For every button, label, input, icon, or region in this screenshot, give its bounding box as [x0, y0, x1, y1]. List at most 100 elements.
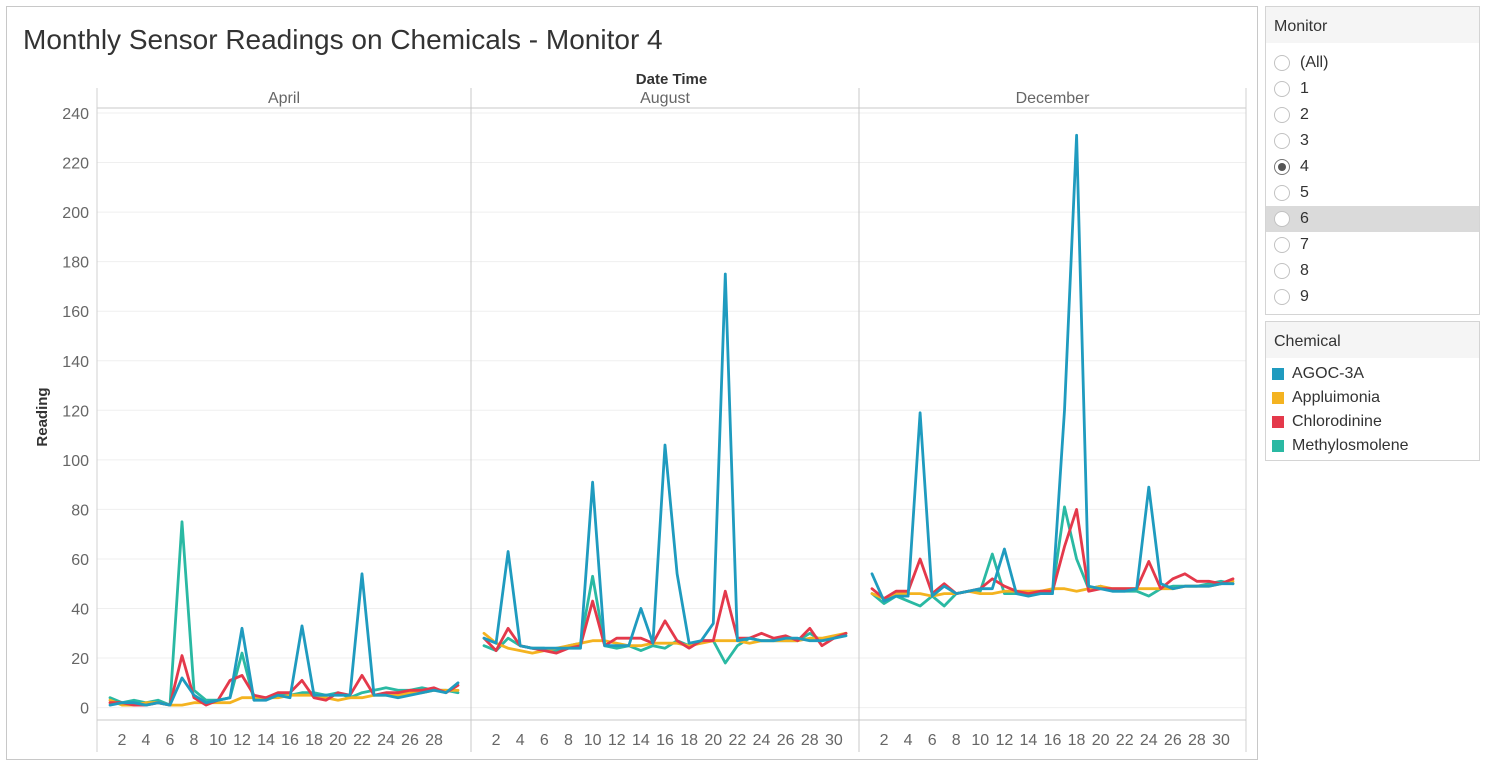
monitor-filter: Monitor (All) 1 2 3 4 5 6 7 8 9 — [1265, 6, 1480, 315]
x-tick-label: 28 — [1188, 732, 1206, 749]
column-header: Date Time — [636, 71, 707, 88]
panel-header-december: December — [1016, 90, 1090, 107]
monitor-option-label: 5 — [1300, 184, 1309, 201]
x-tick-label: 30 — [1212, 732, 1230, 749]
radio-button[interactable] — [1274, 55, 1290, 71]
legend-swatch — [1272, 416, 1284, 428]
chemical-legend-list: AGOC-3A Appluimonia Chlorodinine Methylosmo… — [1266, 358, 1479, 458]
monitor-option-label: 3 — [1300, 132, 1309, 149]
series-line-agoc-3a — [108, 572, 460, 707]
x-tick-label: 22 — [1116, 732, 1134, 749]
monitor-option[interactable]: 9 — [1266, 284, 1479, 310]
legend-item[interactable]: Appluimonia — [1266, 386, 1479, 410]
x-tick-label: 28 — [425, 732, 443, 749]
legend-item[interactable]: Chlorodinine — [1266, 410, 1479, 434]
chemical-legend: Chemical AGOC-3A Appluimonia Chlorodinine M… — [1265, 321, 1480, 461]
legend-swatch — [1272, 440, 1284, 452]
radio-button[interactable] — [1274, 237, 1290, 253]
monitor-option-label: 2 — [1300, 106, 1309, 123]
x-tick-label: 6 — [928, 732, 937, 749]
x-tick-label: 8 — [564, 732, 573, 749]
y-tick-label: 180 — [62, 255, 89, 272]
y-tick-label: 80 — [71, 502, 89, 519]
y-tick-label: 60 — [71, 552, 89, 569]
legend-swatch — [1272, 392, 1284, 404]
radio-button[interactable] — [1274, 133, 1290, 149]
legend-swatch — [1272, 368, 1284, 380]
panel-header-april: April — [268, 90, 300, 107]
monitor-option[interactable]: (All) — [1266, 50, 1479, 76]
y-tick-label: 160 — [62, 304, 89, 321]
radio-button[interactable] — [1274, 289, 1290, 305]
x-tick-label: 30 — [825, 732, 843, 749]
radio-button[interactable] — [1274, 81, 1290, 97]
radio-button[interactable] — [1274, 107, 1290, 123]
series-line-methylosmolene — [108, 520, 460, 707]
x-tick-label: 2 — [118, 732, 127, 749]
monitor-option-label: 6 — [1300, 210, 1309, 227]
radio-button[interactable] — [1274, 159, 1290, 175]
monitor-option[interactable]: 8 — [1266, 258, 1479, 284]
x-tick-label: 28 — [801, 732, 819, 749]
y-tick-label: 0 — [80, 701, 89, 718]
y-tick-label: 220 — [62, 156, 89, 173]
chemical-legend-title: Chemical — [1266, 322, 1479, 358]
x-tick-label: 6 — [540, 732, 549, 749]
monitor-option-label: 7 — [1300, 236, 1309, 253]
x-tick-label: 4 — [516, 732, 525, 749]
x-tick-label: 14 — [632, 732, 650, 749]
x-tick-label: 18 — [1068, 732, 1086, 749]
monitor-option[interactable]: 7 — [1266, 232, 1479, 258]
monitor-option[interactable]: 6 — [1266, 206, 1479, 232]
monitor-option[interactable]: 5 — [1266, 180, 1479, 206]
x-tick-label: 24 — [753, 732, 771, 749]
series-line-agoc-3a — [870, 133, 1235, 603]
y-tick-label: 20 — [71, 651, 89, 668]
x-tick-label: 20 — [704, 732, 722, 749]
legend-item[interactable]: AGOC-3A — [1266, 362, 1479, 386]
x-tick-label: 18 — [680, 732, 698, 749]
x-tick-label: 6 — [166, 732, 175, 749]
chart-title: Monthly Sensor Readings on Chemicals - M… — [23, 24, 663, 55]
y-tick-label: 240 — [62, 106, 89, 123]
x-tick-label: 16 — [281, 732, 299, 749]
radio-button[interactable] — [1274, 211, 1290, 227]
y-tick-label: 100 — [62, 453, 89, 470]
x-tick-label: 18 — [305, 732, 323, 749]
monitor-option[interactable]: 1 — [1266, 76, 1479, 102]
x-tick-label: 26 — [1164, 732, 1182, 749]
monitor-option-label: 8 — [1300, 262, 1309, 279]
legend-item[interactable]: Methylosmolene — [1266, 434, 1479, 458]
monitor-option[interactable]: 4 — [1266, 154, 1479, 180]
radio-button[interactable] — [1274, 185, 1290, 201]
x-tick-label: 8 — [190, 732, 199, 749]
x-tick-label: 22 — [353, 732, 371, 749]
x-tick-label: 20 — [329, 732, 347, 749]
x-tick-label: 4 — [142, 732, 151, 749]
x-tick-label: 14 — [257, 732, 275, 749]
monitor-option[interactable]: 3 — [1266, 128, 1479, 154]
x-tick-label: 14 — [1020, 732, 1038, 749]
x-tick-label: 16 — [1044, 732, 1062, 749]
x-tick-label: 4 — [904, 732, 913, 749]
viz-container: Monthly Sensor Readings on Chemicals - M… — [6, 6, 1258, 760]
panel-header-august: August — [640, 90, 690, 107]
line-chart[interactable]: Date Time0204060801001201401601802002202… — [7, 7, 1257, 759]
x-tick-label: 10 — [971, 732, 989, 749]
monitor-option-label: (All) — [1300, 54, 1329, 71]
x-tick-label: 16 — [656, 732, 674, 749]
radio-button[interactable] — [1274, 263, 1290, 279]
x-tick-label: 12 — [233, 732, 251, 749]
series-line-chlorodinine — [482, 589, 848, 655]
x-tick-label: 12 — [608, 732, 626, 749]
legend-label: Appluimonia — [1292, 389, 1381, 406]
monitor-option[interactable]: 2 — [1266, 102, 1479, 128]
monitor-option-label: 4 — [1300, 158, 1309, 175]
x-tick-label: 10 — [209, 732, 227, 749]
x-tick-label: 2 — [880, 732, 889, 749]
x-tick-label: 26 — [777, 732, 795, 749]
y-tick-label: 120 — [62, 403, 89, 420]
monitor-option-label: 1 — [1300, 80, 1309, 97]
legend-label: Methylosmolene — [1292, 437, 1409, 454]
x-tick-label: 24 — [1140, 732, 1158, 749]
